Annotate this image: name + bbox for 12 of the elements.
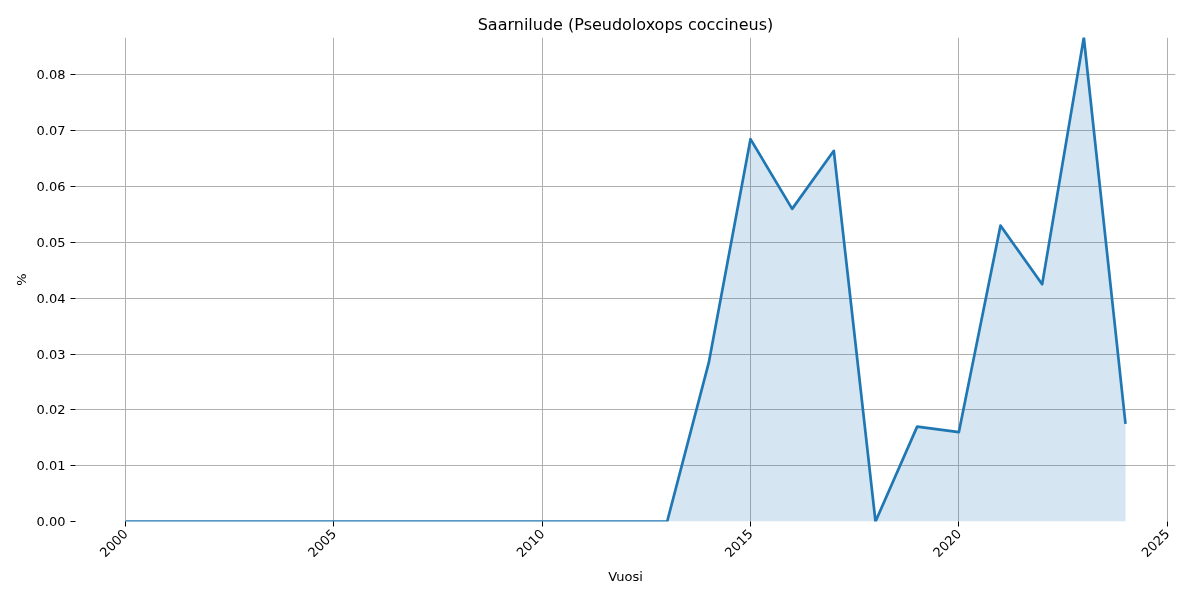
y-axis-title: %: [13, 273, 29, 286]
y-tick-label: 0.03: [36, 346, 66, 362]
y-tick-label: 0.04: [36, 290, 66, 306]
y-tick-label: 0.05: [36, 234, 66, 250]
y-tick-label: 0.01: [36, 458, 66, 474]
y-tick-label: 0.08: [36, 67, 66, 83]
x-axis-title: Vuosi: [608, 569, 643, 585]
y-tick-label: 0.07: [36, 123, 66, 139]
y-tick-label: 0.00: [36, 514, 66, 529]
y-tick-label: 0.06: [36, 179, 66, 195]
chart-title: Saarnilude (Pseudoloxops coccineus): [477, 14, 774, 34]
y-tick-label: 0.02: [36, 402, 66, 418]
